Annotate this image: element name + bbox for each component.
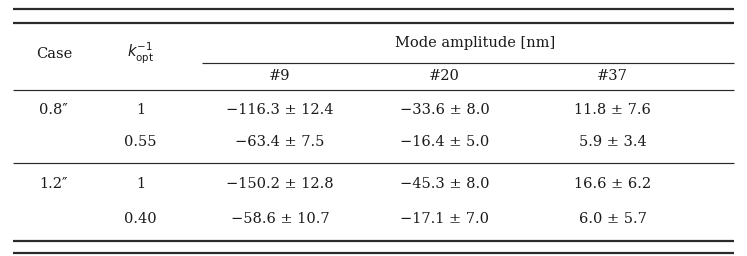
Text: −63.4 ± 7.5: −63.4 ± 7.5 <box>235 135 325 149</box>
Text: #9: #9 <box>270 69 291 83</box>
Text: Mode amplitude [nm]: Mode amplitude [nm] <box>395 36 555 50</box>
Text: 0.55: 0.55 <box>124 135 157 149</box>
Text: 1: 1 <box>136 177 145 191</box>
Text: −16.4 ± 5.0: −16.4 ± 5.0 <box>400 135 489 149</box>
Text: −33.6 ± 8.0: −33.6 ± 8.0 <box>400 103 489 117</box>
Text: 1.2″: 1.2″ <box>40 177 68 191</box>
Text: −58.6 ± 10.7: −58.6 ± 10.7 <box>231 212 329 226</box>
Text: 16.6 ± 6.2: 16.6 ± 6.2 <box>574 177 651 191</box>
Text: −150.2 ± 12.8: −150.2 ± 12.8 <box>226 177 334 191</box>
Text: −45.3 ± 8.0: −45.3 ± 8.0 <box>400 177 489 191</box>
Text: −17.1 ± 7.0: −17.1 ± 7.0 <box>400 212 489 226</box>
Text: 6.0 ± 5.7: 6.0 ± 5.7 <box>579 212 646 226</box>
Text: 1: 1 <box>136 103 145 117</box>
Text: #37: #37 <box>597 69 628 83</box>
Text: $k_\mathrm{opt}^{-1}$: $k_\mathrm{opt}^{-1}$ <box>127 41 154 66</box>
Text: 0.8″: 0.8″ <box>40 103 68 117</box>
Text: #20: #20 <box>429 69 460 83</box>
Text: 11.8 ± 7.6: 11.8 ± 7.6 <box>574 103 651 117</box>
Text: 0.40: 0.40 <box>124 212 157 226</box>
Text: 5.9 ± 3.4: 5.9 ± 3.4 <box>579 135 646 149</box>
Text: Case: Case <box>36 47 72 61</box>
Text: −116.3 ± 12.4: −116.3 ± 12.4 <box>226 103 334 117</box>
